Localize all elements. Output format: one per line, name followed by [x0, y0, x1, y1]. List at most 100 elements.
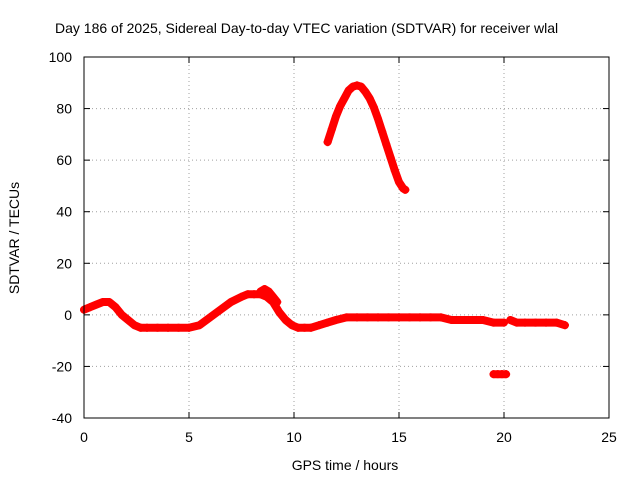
- data-point: [332, 316, 340, 325]
- data-point: [382, 140, 391, 149]
- data-point: [281, 316, 290, 325]
- data-point: [378, 127, 387, 136]
- y-tick-label: 100: [49, 49, 73, 65]
- data-point: [365, 94, 374, 103]
- series-main: [80, 290, 508, 332]
- data-point: [361, 87, 370, 96]
- x-tick-label: 0: [80, 429, 88, 445]
- x-tick-label: 10: [286, 429, 302, 445]
- data-point: [447, 316, 456, 325]
- data-point: [124, 316, 133, 325]
- data-point: [185, 323, 193, 332]
- data-point: [336, 101, 345, 110]
- data-point: [269, 292, 277, 301]
- data-point: [560, 321, 569, 330]
- data-point: [405, 313, 414, 322]
- data-point: [395, 313, 403, 322]
- data-point: [552, 318, 561, 327]
- data-point: [542, 318, 550, 327]
- data-point: [386, 153, 395, 162]
- y-tick-label: 80: [56, 101, 72, 117]
- data-point: [353, 313, 361, 322]
- data-point: [531, 318, 540, 327]
- plot-frame: [83, 56, 610, 419]
- data-point: [479, 316, 487, 325]
- x-tick-label: 5: [185, 429, 193, 445]
- data-point: [111, 303, 120, 312]
- grid-layer: [84, 57, 609, 418]
- data-point: [348, 82, 357, 91]
- data-point: [374, 114, 382, 123]
- data-point: [342, 313, 351, 322]
- data-point: [264, 287, 273, 296]
- data-point: [401, 185, 410, 194]
- data-point: [502, 370, 511, 379]
- y-axis-label: SDTVAR / TECUs: [6, 182, 22, 294]
- data-point: [384, 313, 393, 322]
- series-spike: [256, 285, 282, 306]
- data-point: [500, 318, 508, 327]
- data-point: [237, 292, 246, 301]
- data-point: [227, 297, 235, 306]
- data-point: [363, 313, 372, 322]
- data-point: [275, 308, 284, 317]
- data-point: [306, 323, 315, 332]
- x-tick-label: 20: [496, 429, 512, 445]
- data-point: [357, 82, 366, 91]
- data-point: [86, 303, 95, 312]
- series-peak: [323, 81, 410, 194]
- x-tick-label: 25: [601, 429, 617, 445]
- x-axis-label: GPS time / hours: [292, 457, 399, 473]
- data-point: [468, 316, 477, 325]
- series-line-main: [80, 290, 508, 332]
- data-point: [390, 166, 399, 175]
- y-tick-label: -40: [52, 410, 72, 426]
- data-point: [143, 323, 151, 332]
- data-point: [260, 285, 269, 294]
- x-tick-label: 15: [391, 429, 407, 445]
- data-point: [353, 81, 361, 90]
- data-point: [489, 318, 498, 327]
- data-point: [164, 323, 172, 332]
- data-point: [273, 297, 282, 306]
- data-point: [437, 313, 445, 322]
- data-point: [332, 112, 340, 121]
- data-point: [323, 138, 332, 147]
- data-point: [512, 318, 521, 327]
- data-point: [117, 310, 126, 319]
- data-point: [206, 313, 214, 322]
- data-point: [323, 318, 332, 327]
- data-point: [458, 316, 466, 325]
- chart-title: Day 186 of 2025, Sidereal Day-to-day VTE…: [55, 20, 558, 36]
- y-tick-label: 40: [56, 204, 72, 220]
- data-point: [395, 178, 403, 187]
- data-point: [340, 94, 349, 103]
- data-point: [92, 300, 101, 309]
- y-tick-label: 20: [56, 255, 72, 271]
- series-outlier: [489, 370, 511, 379]
- data-point: [256, 287, 265, 296]
- data-point: [174, 323, 183, 332]
- data-point: [344, 86, 353, 95]
- data-point: [506, 316, 515, 325]
- data-point: [416, 313, 424, 322]
- series-line-peak: [323, 81, 410, 194]
- data-point: [521, 318, 529, 327]
- data-point: [426, 313, 435, 322]
- data-point: [153, 323, 162, 332]
- data-point: [216, 305, 225, 314]
- y-tick-label: 60: [56, 152, 72, 168]
- data-point: [327, 125, 336, 134]
- data-point: [315, 321, 324, 330]
- data-point: [105, 297, 114, 306]
- y-tick-label: 0: [64, 307, 72, 323]
- tick-layer: 0 5 10 15 20 25 -40 -20 0 20 40 60 80 100: [49, 49, 617, 445]
- data-point: [374, 313, 382, 322]
- y-tick-label: -20: [52, 358, 72, 374]
- data-point: [369, 103, 378, 112]
- data-point: [130, 321, 139, 330]
- series-late: [506, 316, 569, 330]
- data-point: [287, 321, 296, 330]
- series-layer: [80, 81, 569, 379]
